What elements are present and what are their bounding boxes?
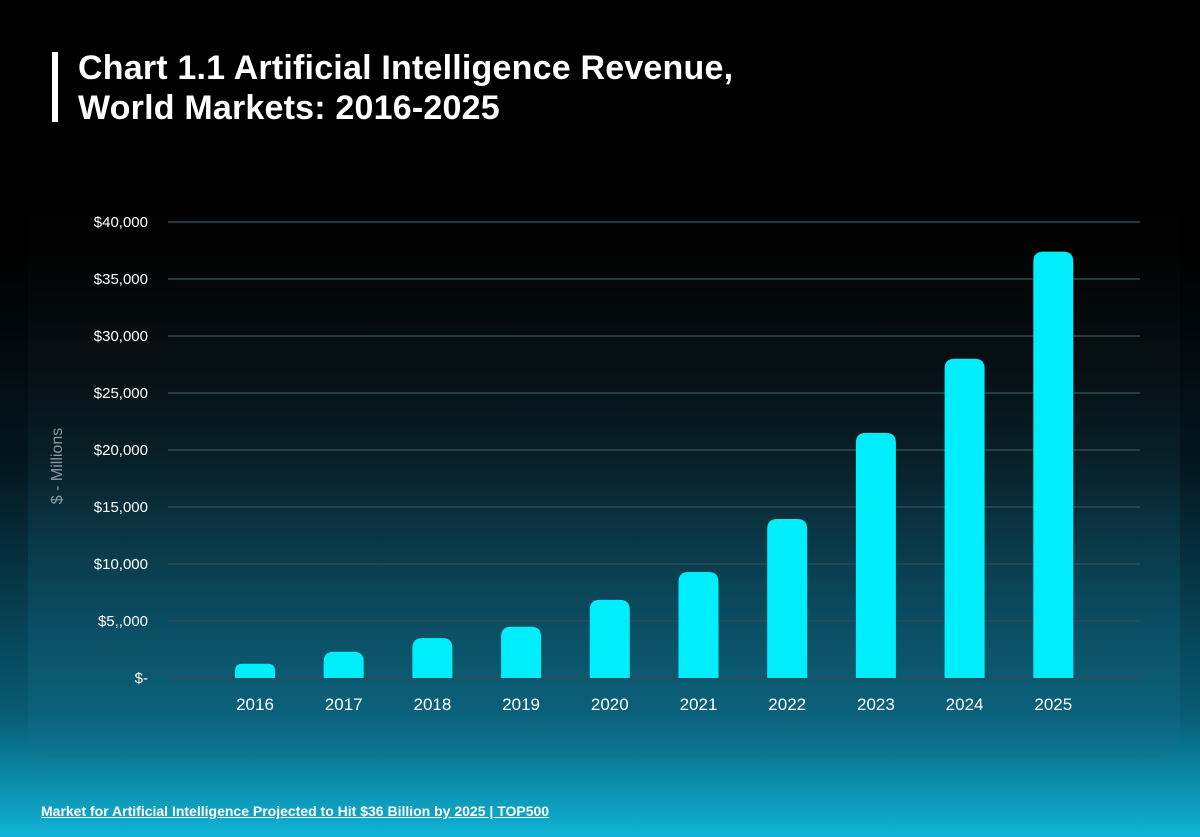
source-link[interactable]: Market for Artificial Intelligence Proje… [41,803,550,819]
y-tick-label: $- [135,670,148,687]
y-tick-label: $30,000 [94,328,148,345]
title-accent-bar [52,52,58,122]
y-tick-label: $40,000 [94,214,148,231]
bar-2017 [323,651,364,678]
x-tick-label: 2021 [680,695,718,714]
y-tick-label: $15,000 [94,499,148,516]
x-tick-label: 2024 [946,695,984,714]
y-tick-label: $10,000 [94,556,148,573]
bar-2018 [412,638,453,678]
x-tick-label: 2016 [236,695,274,714]
y-tick-label: $25,000 [94,385,148,402]
y-tick-label: $35,000 [94,271,148,288]
y-tick-label: $20,000 [94,442,148,459]
x-tick-label: 2020 [591,695,629,714]
x-tick-label: 2023 [857,695,895,714]
bar-2023 [855,432,896,678]
bar-2016 [235,663,275,678]
x-tick-label: 2017 [325,695,363,714]
bar-2024 [944,358,985,678]
bar-2019 [501,626,542,678]
title-line-1: Chart 1.1 Artificial Intelligence Revenu… [78,49,734,87]
x-tick-label: 2018 [413,695,451,714]
x-tick-label: 2019 [502,695,540,714]
x-tick-label: 2022 [768,695,806,714]
y-tick-label: $5,,000 [98,613,148,630]
x-tick-label: 2025 [1034,695,1072,714]
bar-2021 [678,571,719,678]
bar-2022 [767,518,808,678]
bar-2020 [589,599,630,678]
title-line-2: World Markets: 2016-2025 [78,89,500,127]
chart-title: Chart 1.1 Artificial Intelligence Revenu… [78,48,733,128]
bar-2025 [1033,251,1074,678]
